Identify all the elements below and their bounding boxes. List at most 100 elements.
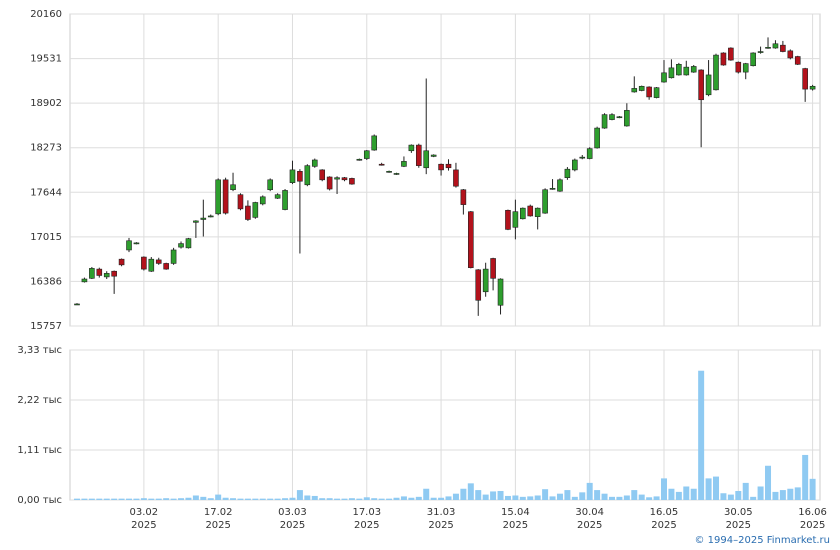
volume-bar [170, 498, 177, 500]
candle-body [512, 211, 519, 228]
candle-body [475, 269, 482, 301]
volume-bar [631, 490, 638, 500]
candle-body [534, 207, 541, 217]
candle-body [683, 66, 690, 76]
x-tick-label: 30.05 2025 [723, 507, 753, 531]
candle-body [207, 215, 214, 218]
candle-body [200, 217, 207, 220]
candle-body [237, 194, 244, 210]
volume-bar [81, 498, 88, 500]
y-tick-label: 3,33 тыс [17, 345, 62, 356]
volume-bar [542, 489, 549, 500]
volume-bar [356, 498, 363, 500]
candle-body [713, 54, 719, 91]
candle-body [520, 207, 526, 220]
volume-bar [705, 478, 712, 500]
candle-body [624, 110, 630, 127]
candle-body [393, 173, 400, 175]
candle-body [386, 171, 392, 173]
volume-bar [497, 490, 504, 500]
candle-body [252, 202, 259, 218]
y-tick-label: 18902 [30, 98, 62, 109]
y-tick-label: 17644 [30, 187, 62, 198]
panel-frame [69, 349, 821, 501]
volume-bar [779, 490, 786, 500]
volume-bar [549, 496, 556, 500]
volume-bar [334, 498, 341, 500]
volume-bar [683, 486, 690, 500]
volume-bar [155, 498, 162, 500]
volume-bar [348, 498, 355, 500]
candle-body [111, 270, 117, 277]
volume-bar [660, 478, 667, 500]
volume-bar [378, 498, 385, 500]
volume-bar [534, 495, 541, 500]
y-tick-label: 16386 [30, 276, 62, 287]
volume-bar [326, 498, 333, 500]
candle-body [646, 86, 652, 98]
candle-body [527, 205, 534, 217]
volume-bar [282, 498, 289, 500]
candle-body [601, 114, 608, 129]
y-tick-label: 2,22 тыс [17, 395, 62, 406]
volume-bar [720, 493, 727, 500]
candle-body [341, 177, 348, 181]
candle-body [89, 268, 95, 279]
candle-body [74, 303, 80, 306]
candle-body [222, 179, 229, 214]
candle-body [148, 258, 155, 272]
volume-bar [311, 495, 318, 500]
volume-bar [400, 496, 407, 500]
candle-body [742, 63, 749, 73]
candle-body [542, 189, 548, 214]
candle-body [453, 169, 459, 187]
volume-bar [668, 488, 675, 500]
volume-bar [296, 490, 303, 500]
candle-body [259, 196, 266, 205]
y-tick-label: 0,00 тыс [17, 495, 62, 506]
candle-body [356, 158, 363, 161]
volume-bar [118, 498, 125, 500]
volume-bar [423, 488, 430, 500]
candle-body [141, 256, 147, 270]
volume-bar [371, 498, 378, 500]
candle-body [579, 156, 586, 159]
volume-bar [809, 478, 816, 500]
candle-body [289, 169, 296, 183]
candle-body [297, 171, 303, 182]
volume-bar [727, 494, 734, 500]
volume-bar [74, 498, 80, 500]
y-tick-label: 19531 [30, 54, 62, 65]
volume-bar [408, 497, 415, 500]
volume-bar [579, 492, 586, 500]
x-tick-label: 16.05 2025 [649, 507, 679, 531]
candle-body [423, 150, 430, 169]
volume-bar [490, 491, 497, 500]
candle-body [103, 273, 110, 278]
candle-body [787, 50, 794, 59]
volume-bar [133, 498, 140, 500]
volume-bar [103, 498, 110, 500]
volume-bar [393, 497, 400, 500]
volume-bar [594, 490, 601, 500]
volume-bar [200, 496, 207, 500]
candle-body [304, 165, 311, 186]
volume-bar [252, 498, 259, 500]
candle-body [720, 52, 727, 66]
candle-body [408, 144, 415, 152]
y-tick-label: 18273 [30, 143, 62, 154]
volume-bar [765, 465, 772, 500]
volume-bar [244, 498, 251, 500]
y-tick-label: 1,11 тыс [17, 445, 62, 456]
candle-body [96, 268, 103, 276]
volume-bar [148, 498, 155, 500]
volume-bar [111, 498, 118, 500]
volume-bar [646, 497, 653, 500]
candle-body [698, 69, 704, 101]
candle-body [81, 278, 88, 283]
candle-body [497, 278, 504, 306]
volume-bar [475, 490, 482, 500]
volume-bar [512, 495, 519, 500]
volume-bar [787, 488, 794, 500]
